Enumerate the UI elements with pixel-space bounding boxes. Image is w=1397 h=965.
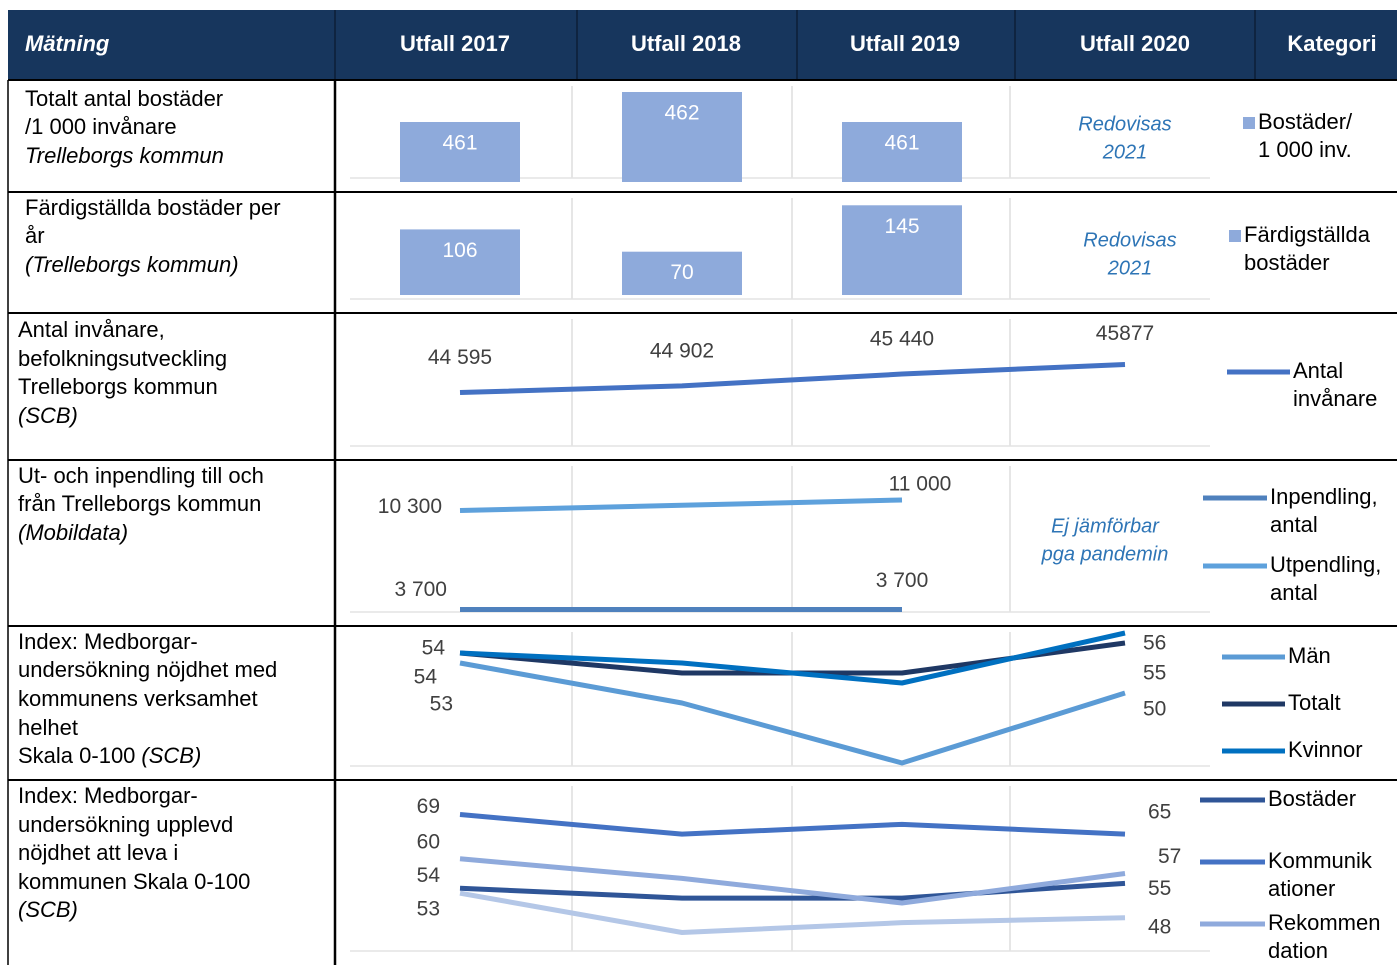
row-label: kommunens verksamhet [18, 686, 258, 711]
legend-label: Kommunik [1268, 848, 1373, 873]
header-cell: Kategori [1287, 31, 1376, 56]
data-label: 65 [1148, 801, 1171, 824]
data-label: 3 700 [876, 569, 929, 592]
row-label: (Mobildata) [18, 520, 128, 545]
row-label: befolkningsutveckling [18, 346, 227, 371]
legend-label: Totalt [1288, 690, 1341, 715]
row-label: nöjdhet att leva i [18, 840, 178, 865]
legend-label: Kvinnor [1288, 737, 1363, 762]
data-label: 55 [1143, 662, 1166, 685]
data-label: 54 [417, 864, 441, 887]
header-cell: Utfall 2017 [400, 31, 510, 56]
bar-label: 462 [664, 102, 699, 125]
data-label: 11 000 [889, 473, 952, 496]
bar [622, 251, 742, 295]
line [459, 630, 1126, 686]
row-label: Färdigställda bostäder per [25, 195, 281, 220]
row-label: (SCB) [18, 403, 78, 428]
line [459, 890, 1126, 935]
header-cell: Mätning [25, 31, 110, 56]
row-label: (Trelleborgs kommun) [25, 252, 239, 277]
legend-label: 1 000 inv. [1258, 137, 1352, 162]
data-label: 55 [1148, 877, 1171, 900]
legend-label: Bostäder/ [1258, 109, 1353, 134]
data-label: 60 [417, 830, 440, 853]
data-label: 57 [1158, 845, 1181, 868]
bar [400, 122, 520, 182]
row-label: Index: Medborgar- [18, 783, 198, 808]
data-label: 10 300 [378, 495, 442, 518]
legend-swatch [1243, 117, 1255, 129]
data-label: 3 700 [394, 578, 447, 601]
legend-label: Utpendling, [1270, 552, 1381, 577]
legend-label: Färdigställda [1244, 222, 1371, 247]
data-label: 50 [1143, 698, 1166, 721]
legend-label: antal [1270, 580, 1318, 605]
data-label: 48 [1148, 915, 1171, 938]
line [459, 812, 1126, 837]
legend-label: Rekommen [1268, 910, 1380, 935]
row-label: Antal invånare, [18, 317, 165, 342]
data-label: 54 [422, 637, 446, 660]
bar [842, 205, 962, 295]
header-bg [8, 10, 1397, 80]
data-label: 53 [417, 898, 440, 921]
bar-label: 106 [442, 239, 477, 262]
row-label: /1 000 invånare [25, 114, 177, 139]
row-label: kommunen Skala 0-100 [18, 869, 250, 894]
note: 2021 [1107, 257, 1153, 279]
row-label: Skala 0-100 [18, 743, 135, 768]
data-label: 44 902 [650, 339, 714, 362]
bar [622, 92, 742, 182]
row-label: helhet [18, 715, 78, 740]
row-label: (SCB) [18, 897, 78, 922]
data-label: 69 [417, 795, 440, 818]
row-label: Trelleborgs kommun [25, 143, 224, 168]
bar-label: 145 [884, 215, 919, 238]
bar [400, 229, 520, 295]
legend-label: invånare [1293, 386, 1377, 411]
line [459, 660, 1126, 766]
row-label: år [25, 223, 45, 248]
row-label: Totalt antal bostäder [25, 86, 223, 111]
data-label: 45 440 [870, 328, 934, 351]
legend-swatch [1229, 230, 1241, 242]
header-cell: Utfall 2020 [1080, 31, 1190, 56]
line [459, 856, 1126, 906]
data-label: 56 [1143, 632, 1166, 655]
row-label: Index: Medborgar- [18, 629, 198, 654]
row-label: Ut- och inpendling till och [18, 463, 264, 488]
bar-label: 70 [670, 261, 693, 284]
legend-label: antal [1270, 512, 1318, 537]
data-label: 54 [414, 666, 438, 689]
note: pga pandemin [1041, 543, 1169, 565]
row-label: undersökning upplevd [18, 812, 233, 837]
data-label: 45877 [1096, 322, 1154, 345]
note: 2021 [1102, 141, 1148, 163]
bar [842, 122, 962, 182]
bar-label: 461 [884, 132, 919, 155]
note: Redovisas [1078, 113, 1171, 135]
row-label: Trelleborgs kommun [18, 374, 218, 399]
data-label: 44 595 [428, 346, 492, 369]
line [459, 497, 903, 513]
legend-label: Antal [1293, 358, 1343, 383]
legend-label: dation [1268, 938, 1328, 963]
data-label: 53 [430, 693, 453, 716]
note: Redovisas [1083, 229, 1176, 251]
legend-label: Inpendling, [1270, 484, 1378, 509]
row-label: (SCB) [141, 743, 201, 768]
legend-label: bostäder [1244, 250, 1330, 275]
bar-label: 461 [442, 132, 477, 155]
legend-label: Bostäder [1268, 786, 1356, 811]
line [459, 361, 1126, 396]
header-cell: Utfall 2018 [631, 31, 741, 56]
header-cell: Utfall 2019 [850, 31, 960, 56]
legend-label: ationer [1268, 876, 1335, 901]
row-label: från Trelleborgs kommun [18, 491, 261, 516]
row-label: undersökning nöjdhet med [18, 657, 277, 682]
note: Ej jämförbar [1051, 515, 1160, 537]
legend-label: Män [1288, 643, 1331, 668]
